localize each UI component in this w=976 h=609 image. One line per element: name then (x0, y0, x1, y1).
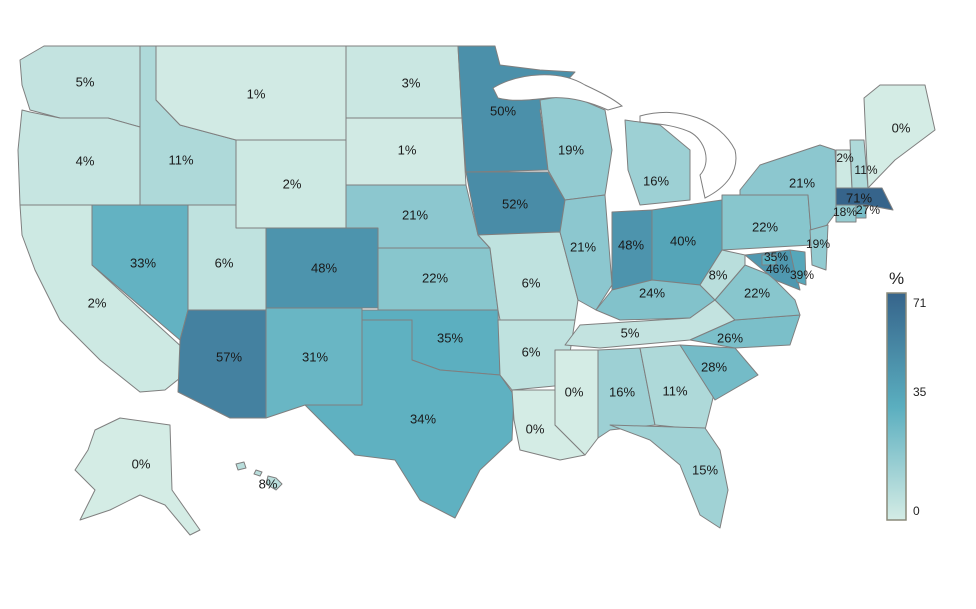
state-label-az: 57% (216, 349, 242, 364)
state-label-nv: 33% (130, 255, 156, 270)
state-label-in: 48% (618, 237, 644, 252)
state-label-hi: 8% (259, 476, 278, 491)
state-label-ct: 18% (833, 205, 857, 219)
state-label-mo: 6% (522, 275, 541, 290)
state-label-il: 21% (570, 239, 596, 254)
state-label-ms: 0% (565, 384, 584, 399)
state-label-oh: 40% (670, 233, 696, 248)
state-hi (235, 461, 283, 491)
great-lakes (492, 74, 737, 199)
state-label-ia: 52% (502, 196, 528, 211)
state-dc (761, 254, 777, 266)
state-label-va: 22% (744, 285, 770, 300)
state-label-ne: 21% (402, 207, 428, 222)
state-label-pa: 22% (752, 219, 778, 234)
legend-tick-min: 0 (913, 504, 920, 518)
state-label-mi: 16% (643, 173, 669, 188)
state-me (863, 84, 936, 189)
state-label-nj: 19% (806, 237, 830, 251)
state-labels: 5%4%2%11%33%1%2%6%57%48%31%3%1%21%22%35%… (76, 74, 911, 491)
state-label-wi: 19% (558, 142, 584, 157)
lake-superior (492, 74, 624, 111)
state-label-al: 16% (609, 384, 635, 399)
state-fl (609, 424, 729, 529)
state-label-ut: 6% (215, 255, 234, 270)
state-label-mn: 50% (490, 103, 516, 118)
state-tx (304, 319, 515, 519)
state-md (744, 249, 801, 291)
state-sc (679, 344, 759, 401)
state-label-nh: 11% (854, 163, 877, 177)
state-label-ar: 6% (522, 344, 541, 359)
state-label-ky: 24% (639, 285, 665, 300)
state-label-ak: 0% (132, 456, 151, 471)
state-label-tx: 34% (410, 411, 436, 426)
state-label-nc: 26% (717, 330, 743, 345)
state-label-ga: 11% (662, 383, 687, 398)
state-label-or: 4% (76, 153, 95, 168)
state-nj (809, 224, 829, 271)
state-nc (689, 314, 801, 349)
legend-color-bar (886, 292, 907, 521)
state-label-vt: 2% (836, 151, 854, 165)
state-ma (835, 187, 894, 211)
legend-tick-max: 71 (913, 296, 927, 310)
state-wv (699, 249, 746, 301)
state-label-wv: 8% (709, 267, 728, 282)
state-label-ma: 71% (846, 190, 872, 205)
state-mi (624, 119, 691, 206)
state-label-co: 48% (311, 260, 337, 275)
state-label-de: 39% (790, 268, 814, 282)
state-label-wy: 2% (283, 176, 302, 191)
state-label-ok: 35% (437, 330, 463, 345)
legend-title: % (889, 269, 904, 288)
state-label-ri: 27% (856, 203, 880, 217)
state-label-sd: 1% (398, 142, 417, 157)
state-label-ny: 21% (789, 175, 815, 190)
state-ms (554, 349, 599, 456)
state-de (789, 249, 807, 286)
state-label-dc: 35% (764, 250, 788, 264)
states-layer (17, 45, 936, 536)
state-label-nm: 31% (302, 349, 328, 364)
state-label-id: 11% (168, 152, 193, 167)
state-label-sc: 28% (701, 359, 727, 374)
state-label-fl: 15% (692, 462, 718, 477)
state-ak (74, 417, 201, 536)
state-label-ca: 2% (88, 295, 107, 310)
lake-huron (639, 112, 737, 199)
legend-tick-mid: 35 (913, 385, 927, 399)
state-label-ks: 22% (422, 270, 448, 285)
state-label-me: 0% (892, 120, 911, 135)
state-label-nd: 3% (402, 75, 421, 90)
state-label-md: 46% (766, 262, 790, 276)
state-label-la: 0% (526, 421, 545, 436)
state-label-mt: 1% (247, 86, 266, 101)
color-legend: % 71 35 0 (886, 269, 927, 521)
state-label-tn: 5% (621, 325, 640, 340)
state-label-wa: 5% (76, 74, 95, 89)
